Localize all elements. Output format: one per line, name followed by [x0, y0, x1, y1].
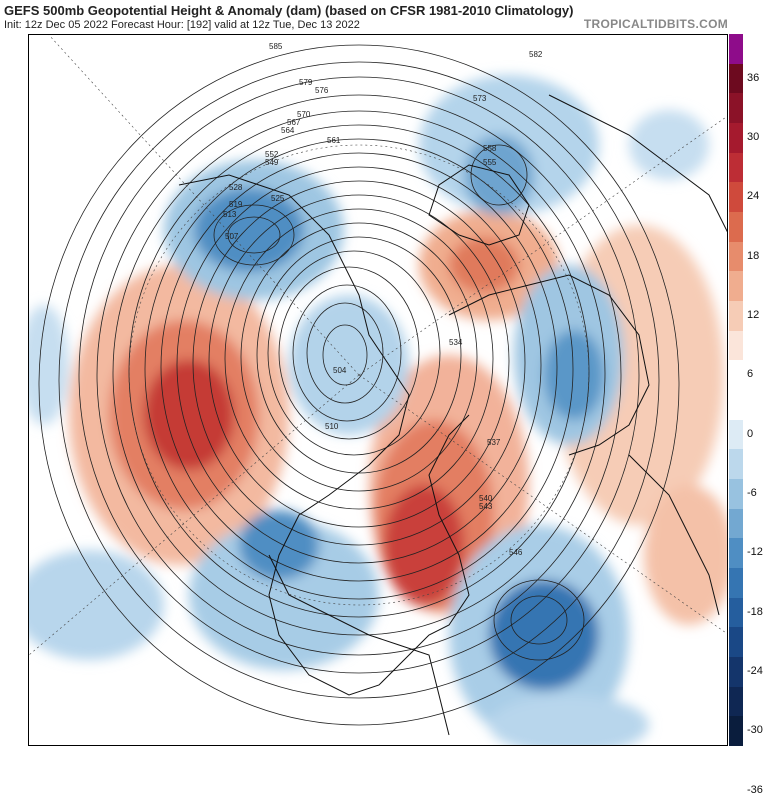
- siberia-coast: [548, 94, 727, 233]
- colorbar-segment: [729, 657, 743, 688]
- neg-anomaly-atlantic-core: [489, 580, 599, 690]
- contour-label: 528: [229, 183, 243, 192]
- colorbar-label: 12: [747, 309, 760, 321]
- contour-label: 585: [269, 42, 283, 51]
- colorbar-segment: [729, 241, 743, 272]
- colorbar-label: -30: [747, 724, 763, 737]
- neg-anomaly-europe-core: [544, 330, 604, 420]
- neg-anomaly-subtropical-pacific: [29, 550, 164, 660]
- colorbar-segment: [729, 627, 743, 658]
- colorbar-label: 30: [747, 131, 760, 143]
- colorbar-segment: [729, 508, 743, 539]
- colorbar-segment: [729, 330, 743, 361]
- contour-label: 549: [265, 158, 279, 167]
- colorbar-label: -6: [747, 487, 757, 499]
- colorbar-segment: [729, 597, 743, 628]
- colorbar-segment: [729, 538, 743, 569]
- colorbar-segment: [729, 93, 743, 124]
- colorbar-segment: [729, 271, 743, 302]
- coastlines: [178, 94, 727, 736]
- colorbar-label: 18: [747, 249, 760, 262]
- anomaly-colorbar: [729, 34, 743, 747]
- colorbar-label: -24: [747, 665, 763, 677]
- colorbar-segment: [729, 182, 743, 213]
- contour-label: 510: [325, 422, 339, 431]
- contour-label: 561: [327, 136, 341, 145]
- pos-anomaly-east-asia: [644, 485, 727, 625]
- contour-label: 555: [483, 158, 497, 167]
- pos-anomaly-pacific-core: [144, 360, 234, 470]
- contour-label: 537: [487, 438, 501, 447]
- colorbar-segment: [729, 568, 743, 599]
- us-southern-border: [268, 554, 450, 736]
- colorbar-label: 24: [747, 190, 760, 203]
- colorbar-segment: [729, 301, 743, 332]
- colorbar-segment: [729, 34, 743, 65]
- contour-label: 552: [265, 150, 279, 159]
- contour-label: 513: [223, 210, 237, 219]
- colorbar-label: -18: [747, 605, 763, 618]
- colorbar-label: -12: [747, 546, 763, 559]
- colorbar-segment: [729, 686, 743, 717]
- brand-watermark: TROPICALTIDBITS.COM: [583, 17, 728, 31]
- contour-label: 582: [529, 50, 543, 59]
- colorbar-label: 36: [747, 71, 760, 84]
- anomaly-shading: [29, 75, 727, 745]
- colorbar-label: 6: [747, 368, 754, 381]
- contour-label: 525: [271, 194, 285, 203]
- contour-labels: 585 582 579 576 573 570 567 564 561 558 …: [223, 42, 543, 557]
- colorbar-segment: [729, 449, 743, 480]
- contour-label: 540: [479, 494, 493, 503]
- colorbar-segment: [729, 716, 743, 747]
- contour-label: 573: [473, 94, 487, 103]
- colorbar-segment: [729, 123, 743, 154]
- contour-label: 507: [225, 232, 239, 241]
- contour-label: 567: [287, 118, 301, 127]
- greenland-outline: [428, 164, 530, 246]
- colorbar-segment: [729, 212, 743, 243]
- graticule: [29, 35, 727, 656]
- neg-anomaly-northeast: [629, 110, 709, 180]
- neg-anomaly-siberia-core: [464, 135, 534, 215]
- neg-anomaly-west-edge: [29, 305, 69, 425]
- contour-label: 579: [299, 78, 313, 87]
- pos-anomaly-north-atlantic-core: [449, 237, 519, 293]
- map-panel: 585 582 579 576 573 570 567 564 561 558 …: [28, 34, 728, 746]
- init-forecast-line: Init: 12z Dec 05 2022 Forecast Hour: [19…: [4, 19, 360, 31]
- contour-label: 543: [479, 502, 493, 511]
- colorbar-label: 0: [747, 427, 754, 440]
- contour-label: 546: [509, 548, 523, 557]
- contour-label: 558: [483, 144, 497, 153]
- colorbar-segment: [729, 390, 743, 421]
- neg-anomaly-bering-core: [194, 188, 304, 272]
- chart-title: GEFS 500mb Geopotential Height & Anomaly…: [4, 3, 574, 18]
- contour-label: 564: [281, 126, 295, 135]
- north-america-coast: [178, 174, 470, 696]
- contour-label: 576: [315, 86, 329, 95]
- neg-anomaly-south: [489, 695, 649, 745]
- header: GEFS 500mb Geopotential Height & Anomaly…: [0, 0, 768, 34]
- colorbar-segment: [729, 479, 743, 510]
- map-canvas: 585 582 579 576 573 570 567 564 561 558 …: [29, 35, 727, 745]
- pos-anomaly-canada-core: [384, 485, 464, 605]
- colorbar-segment: [729, 63, 743, 94]
- contour-label: 519: [229, 200, 243, 209]
- colorbar-segment: [729, 360, 743, 391]
- neg-anomaly-arctic: [289, 295, 409, 435]
- contour-label: 504: [333, 366, 347, 375]
- neg-anomaly-west-us-core: [239, 510, 319, 580]
- colorbar-label: -36: [747, 783, 763, 796]
- colorbar-segment: [729, 419, 743, 450]
- europe-coast: [448, 274, 650, 456]
- contour-label: 534: [449, 338, 463, 347]
- contour-label: 570: [297, 110, 311, 119]
- colorbar-segment: [729, 152, 743, 183]
- asia-east-coast: [628, 454, 720, 616]
